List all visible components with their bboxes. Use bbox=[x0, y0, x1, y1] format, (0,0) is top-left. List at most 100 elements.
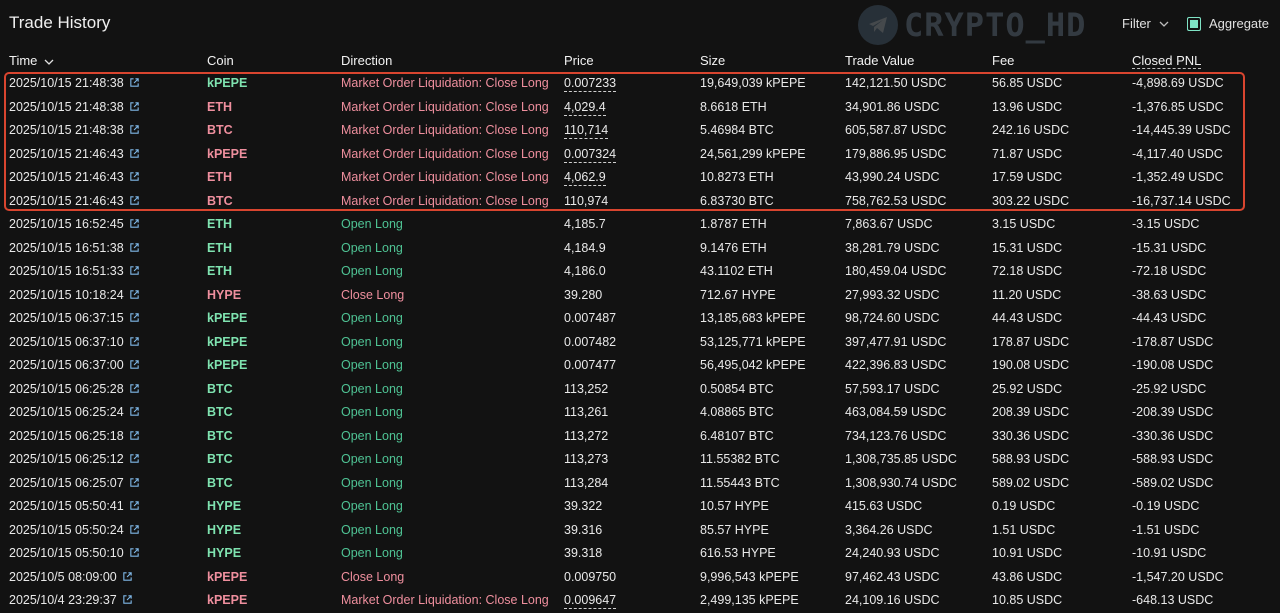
time-cell: 2025/10/15 16:52:45 bbox=[9, 217, 124, 231]
coin-cell[interactable]: ETH bbox=[207, 170, 232, 184]
column-closed-pnl[interactable]: Closed PNL bbox=[1132, 53, 1202, 69]
price-cell: 39.318 bbox=[564, 546, 603, 560]
external-link-icon[interactable] bbox=[129, 289, 140, 303]
external-link-icon[interactable] bbox=[129, 312, 140, 326]
external-link-icon[interactable] bbox=[122, 571, 133, 585]
external-link-icon[interactable] bbox=[129, 430, 140, 444]
column-time[interactable]: Time bbox=[9, 53, 54, 68]
external-link-icon[interactable] bbox=[129, 148, 140, 162]
trade-value-cell: 397,477.91 USDC bbox=[845, 334, 947, 349]
coin-cell[interactable]: BTC bbox=[207, 193, 233, 208]
external-link-icon[interactable] bbox=[129, 336, 140, 350]
table-row: 2025/10/15 16:51:33 ETH Open Long 4,186.0 43… bbox=[0, 260, 1280, 284]
coin-cell[interactable]: HYPE bbox=[207, 499, 242, 513]
coin-cell[interactable]: BTC bbox=[207, 123, 233, 137]
external-link-icon[interactable] bbox=[129, 265, 140, 279]
external-link-icon[interactable] bbox=[129, 524, 140, 538]
table-row: 2025/10/15 06:25:12 BTC Open Long 113,273 11… bbox=[0, 448, 1280, 472]
fee-cell: 25.92 USDC bbox=[992, 381, 1063, 396]
trade-value-cell: 463,084.59 USDC bbox=[845, 405, 947, 419]
external-link-icon[interactable] bbox=[129, 477, 140, 491]
external-link-icon[interactable] bbox=[129, 500, 140, 514]
coin-cell[interactable]: BTC bbox=[207, 381, 233, 396]
coin-cell[interactable]: ETH bbox=[207, 99, 232, 114]
time-cell: 2025/10/15 05:50:10 bbox=[9, 546, 124, 560]
external-link-icon[interactable] bbox=[129, 124, 140, 138]
external-link-icon[interactable] bbox=[129, 547, 140, 561]
direction-cell: Open Long bbox=[341, 381, 403, 396]
direction-cell: Market Order Liquidation: Close Long bbox=[341, 193, 549, 208]
aggregate-toggle[interactable]: Aggregate bbox=[1187, 16, 1269, 31]
coin-cell[interactable]: ETH bbox=[207, 217, 232, 231]
coin-cell[interactable]: kPEPE bbox=[207, 569, 248, 584]
price-cell[interactable]: 0.009647 bbox=[564, 593, 617, 609]
external-link-icon[interactable] bbox=[129, 359, 140, 373]
time-cell: 2025/10/15 06:25:24 bbox=[9, 405, 124, 419]
price-cell[interactable]: 0.007324 bbox=[564, 146, 617, 163]
closed-pnl-cell: -38.63 USDC bbox=[1132, 287, 1207, 302]
fee-cell: 190.08 USDC bbox=[992, 358, 1070, 372]
trade-value-cell: 605,587.87 USDC bbox=[845, 123, 947, 137]
aggregate-checkbox[interactable] bbox=[1187, 16, 1201, 31]
coin-cell[interactable]: kPEPE bbox=[207, 311, 248, 325]
size-cell: 85.57 HYPE bbox=[700, 522, 769, 537]
trade-value-cell: 57,593.17 USDC bbox=[845, 381, 940, 396]
direction-cell: Open Long bbox=[341, 264, 403, 278]
size-cell: 13,185,683 kPEPE bbox=[700, 311, 806, 325]
coin-cell[interactable]: BTC bbox=[207, 475, 233, 490]
fee-cell: 303.22 USDC bbox=[992, 193, 1070, 208]
fee-cell: 71.87 USDC bbox=[992, 146, 1063, 161]
coin-cell[interactable]: HYPE bbox=[207, 546, 242, 560]
coin-cell[interactable]: kPEPE bbox=[207, 358, 248, 372]
coin-cell[interactable]: HYPE bbox=[207, 522, 242, 537]
trade-value-cell: 34,901.86 USDC bbox=[845, 99, 940, 114]
size-cell: 1.8787 ETH bbox=[700, 217, 767, 231]
coin-cell[interactable]: BTC bbox=[207, 452, 233, 466]
direction-cell: Open Long bbox=[341, 546, 403, 560]
coin-cell[interactable]: kPEPE bbox=[207, 593, 248, 607]
coin-cell[interactable]: ETH bbox=[207, 240, 232, 255]
fee-cell: 17.59 USDC bbox=[992, 170, 1063, 184]
fee-cell: 10.85 USDC bbox=[992, 593, 1063, 607]
price-cell[interactable]: 4,062.9 bbox=[564, 170, 606, 186]
direction-cell: Open Long bbox=[341, 522, 403, 537]
coin-cell[interactable]: BTC bbox=[207, 405, 233, 419]
price-cell[interactable]: 4,029.4 bbox=[564, 99, 606, 116]
external-link-icon[interactable] bbox=[129, 242, 140, 256]
size-cell: 616.53 HYPE bbox=[700, 546, 776, 560]
fee-cell: 13.96 USDC bbox=[992, 99, 1063, 114]
filter-label: Filter bbox=[1122, 16, 1151, 31]
time-cell: 2025/10/15 06:37:15 bbox=[9, 311, 124, 325]
external-link-icon[interactable] bbox=[129, 77, 140, 91]
external-link-icon[interactable] bbox=[129, 101, 140, 115]
external-link-icon[interactable] bbox=[129, 406, 140, 420]
coin-cell[interactable]: HYPE bbox=[207, 287, 242, 302]
direction-cell: Open Long bbox=[341, 358, 403, 372]
closed-pnl-cell: -4,898.69 USDC bbox=[1132, 76, 1224, 90]
price-cell: 0.009750 bbox=[564, 569, 617, 584]
price-cell[interactable]: 0.007233 bbox=[564, 76, 617, 92]
coin-cell[interactable]: kPEPE bbox=[207, 76, 248, 90]
external-link-icon[interactable] bbox=[129, 171, 140, 185]
coin-cell[interactable]: ETH bbox=[207, 264, 232, 278]
external-link-icon[interactable] bbox=[129, 383, 140, 397]
coin-cell[interactable]: kPEPE bbox=[207, 334, 248, 349]
filter-dropdown[interactable]: Filter bbox=[1122, 16, 1169, 31]
coin-cell[interactable]: kPEPE bbox=[207, 146, 248, 161]
time-cell: 2025/10/15 16:51:38 bbox=[9, 240, 124, 255]
price-cell[interactable]: 110,714 bbox=[564, 123, 609, 139]
coin-cell[interactable]: BTC bbox=[207, 428, 233, 443]
direction-cell: Market Order Liquidation: Close Long bbox=[341, 99, 549, 114]
price-cell: 4,186.0 bbox=[564, 264, 606, 278]
external-link-icon[interactable] bbox=[122, 594, 133, 608]
direction-cell: Open Long bbox=[341, 217, 403, 231]
trade-value-cell: 1,308,930.74 USDC bbox=[845, 475, 957, 490]
fee-cell: 242.16 USDC bbox=[992, 123, 1070, 137]
price-cell[interactable]: 110,974 bbox=[564, 193, 609, 210]
size-cell: 43.1102 ETH bbox=[700, 264, 773, 278]
time-cell: 2025/10/15 06:25:18 bbox=[9, 428, 124, 443]
external-link-icon[interactable] bbox=[129, 195, 140, 209]
external-link-icon[interactable] bbox=[129, 453, 140, 467]
external-link-icon[interactable] bbox=[129, 218, 140, 232]
price-cell: 0.007477 bbox=[564, 358, 617, 372]
